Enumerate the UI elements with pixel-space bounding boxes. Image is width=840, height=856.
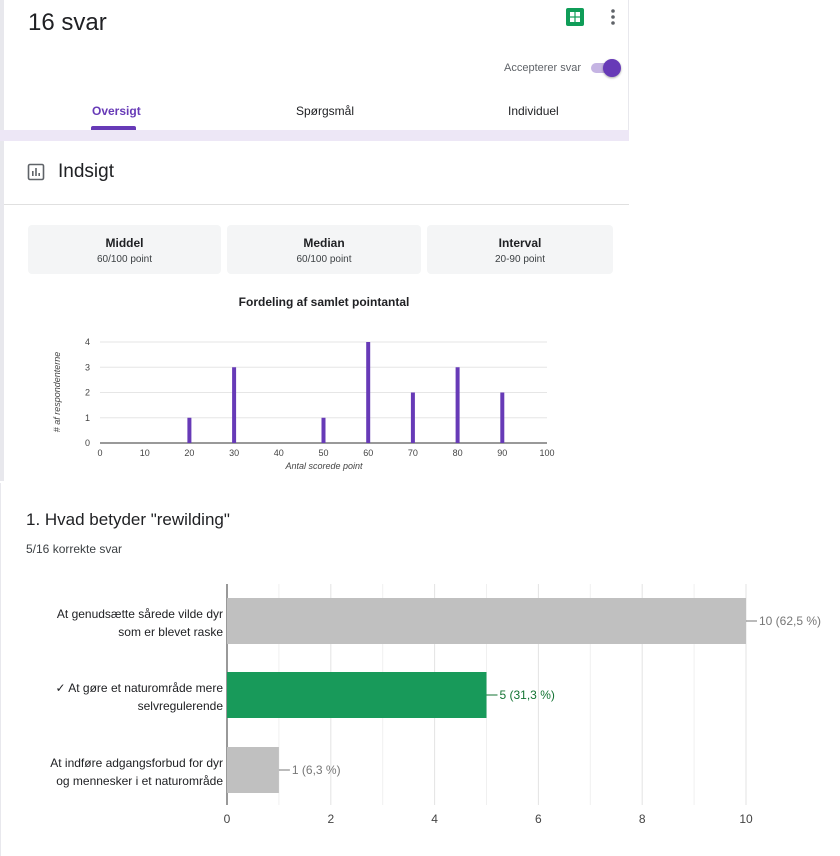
insights-chart-icon <box>27 163 45 181</box>
answer-option-label: selvregulerende <box>138 699 224 713</box>
x-tick-label: 2 <box>327 812 334 826</box>
x-tick-label: 10 <box>739 812 753 826</box>
stat-range-value: 20-90 point <box>494 254 546 265</box>
divider <box>4 204 629 205</box>
x-tick-label: 50 <box>318 448 328 458</box>
x-tick-label: 10 <box>140 448 150 458</box>
y-tick-label: 0 <box>85 438 90 448</box>
active-tab-indicator <box>91 126 136 130</box>
answer-bar <box>227 747 279 793</box>
histogram-bar <box>410 392 415 443</box>
stat-median: Median 60/100 point <box>227 225 421 274</box>
histogram-bar <box>500 392 505 443</box>
summary-header: 16 svar Accepterer svar Oversigt Spørgsm… <box>0 0 629 130</box>
answer-option-label: og mennesker i et naturområde <box>56 774 223 788</box>
question-score: 5/16 korrekte svar <box>26 542 123 556</box>
stat-mean-label: Middel <box>105 236 144 250</box>
answer-option-label: At genudsætte sårede vilde dyr <box>57 607 223 621</box>
x-tick-label: 70 <box>408 448 418 458</box>
histogram-bar <box>366 342 371 443</box>
x-tick-label: 0 <box>97 448 102 458</box>
y-tick-label: 3 <box>85 362 90 372</box>
question-title: 1. Hvad betyder "rewilding" <box>26 510 230 529</box>
x-tick-label: 90 <box>497 448 507 458</box>
x-tick-label: 60 <box>363 448 373 458</box>
y-tick-label: 1 <box>85 413 90 423</box>
section-gap <box>0 130 629 141</box>
y-axis-label: # af respondenterne <box>52 352 62 433</box>
histogram-bar <box>455 367 460 443</box>
accept-responses-toggle[interactable] <box>589 58 621 78</box>
histogram-bar <box>321 417 326 443</box>
answer-distribution-chart: 0 2 4 6 8 10 At genudsætte sårede vilde dyr som… <box>50 584 821 826</box>
stat-range: Interval 20-90 point <box>427 225 613 274</box>
answer-bar <box>227 598 746 644</box>
response-count-title: 16 svar <box>28 9 107 36</box>
answer-option-label: At indføre adgangsforbud for dyr <box>50 756 223 770</box>
more-options-icon[interactable] <box>603 7 623 27</box>
stat-range-label: Interval <box>498 236 542 250</box>
histogram-bar <box>232 367 237 443</box>
x-tick-label: 0 <box>224 812 231 826</box>
x-tick-label: 30 <box>229 448 239 458</box>
stat-median-value: 60/100 point <box>296 254 352 265</box>
insight-card: Indsigt Middel 60/100 point Median 60/10… <box>0 141 629 481</box>
data-label: 10 (62,5 %) <box>759 614 821 628</box>
data-label: 1 (6,3 %) <box>292 763 341 777</box>
x-tick-label: 80 <box>453 448 463 458</box>
answer-bar-correct <box>227 672 487 718</box>
histogram-bar <box>187 417 192 443</box>
stat-mean-value: 60/100 point <box>96 254 153 265</box>
answer-option-label: ✓ At gøre et naturområde mere <box>56 681 224 695</box>
x-axis-label: Antal scorede point <box>284 461 363 471</box>
stat-median-label: Median <box>303 236 345 250</box>
x-tick-label: 100 <box>539 448 554 458</box>
chart-title: Fordeling af samlet pointantal <box>239 295 410 309</box>
accept-responses-label: Accepterer svar <box>504 62 582 74</box>
question-card: 1. Hvad betyder "rewilding" 5/16 korrekt… <box>0 483 840 856</box>
x-tick-label: 6 <box>535 812 542 826</box>
tab-individual[interactable]: Individuel <box>508 104 559 118</box>
tab-questions[interactable]: Spørgsmål <box>296 104 355 118</box>
y-tick-label: 2 <box>85 388 90 398</box>
answer-option-label: som er blevet raske <box>118 625 223 639</box>
sheets-icon[interactable] <box>566 8 584 26</box>
stat-mean: Middel 60/100 point <box>28 225 221 274</box>
data-label: 5 (31,3 %) <box>500 688 555 702</box>
insight-title: Indsigt <box>58 161 114 182</box>
x-tick-label: 4 <box>431 812 438 826</box>
x-tick-label: 40 <box>274 448 284 458</box>
x-tick-label: 20 <box>184 448 194 458</box>
tab-overview[interactable]: Oversigt <box>92 104 141 118</box>
x-tick-label: 8 <box>639 812 646 826</box>
toggle-thumb <box>603 59 621 77</box>
y-tick-label: 4 <box>85 337 90 347</box>
